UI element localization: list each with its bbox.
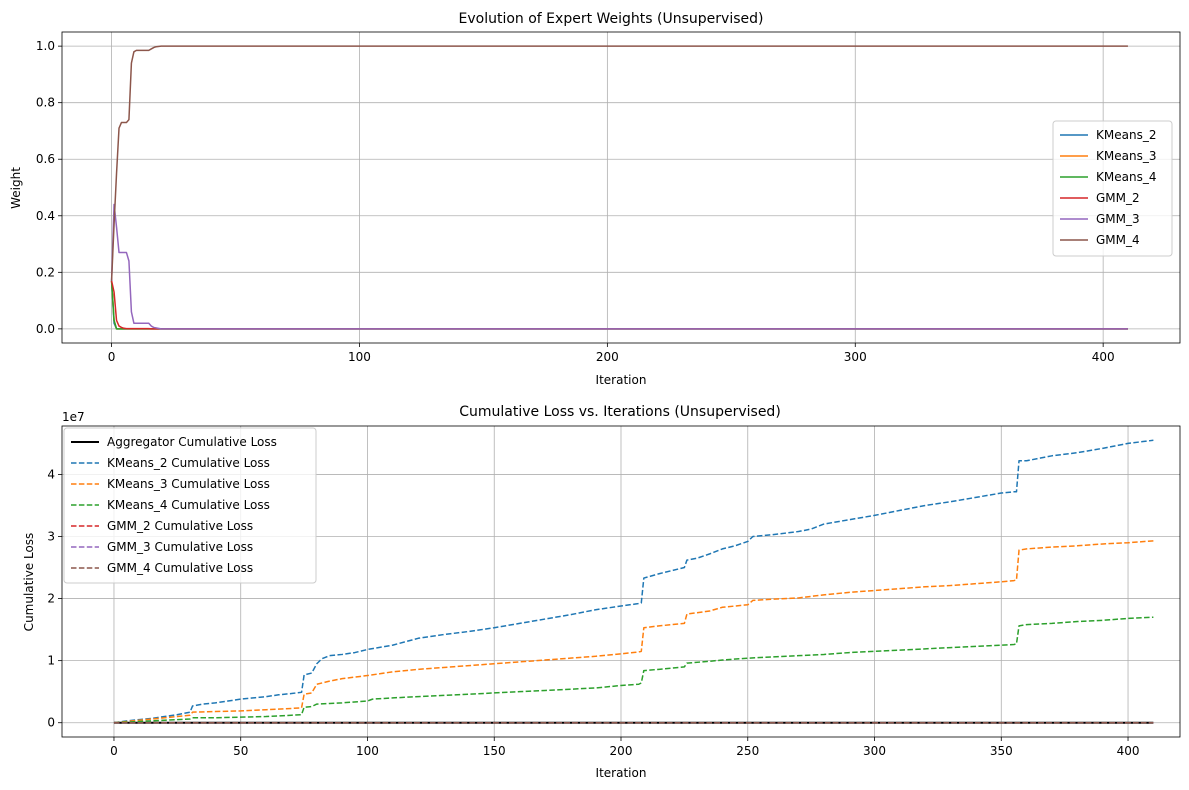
legend-label: KMeans_3 Cumulative Loss	[107, 477, 270, 491]
chart-title: Evolution of Expert Weights (Unsupervise…	[459, 11, 764, 27]
x-tick-label: 200	[596, 350, 619, 364]
series-line-gmm-4	[110, 45, 1128, 281]
x-tick-label: 100	[348, 350, 371, 364]
cumulative-loss-chart: Cumulative Loss vs. Iterations (Unsuperv…	[22, 404, 1181, 780]
x-tick-label: 300	[863, 744, 886, 758]
y-tick-label: 0.2	[36, 265, 55, 279]
x-tick-label: 0	[108, 350, 116, 364]
x-tick-label: 400	[1092, 350, 1115, 364]
legend-label: Aggregator Cumulative Loss	[107, 435, 277, 449]
series-line-gmm-3	[110, 203, 1128, 330]
x-axis-label: Iteration	[596, 373, 647, 387]
y-tick-label: 0	[47, 716, 55, 730]
legend-label: KMeans_3	[1096, 149, 1156, 163]
series-line-kmeans-4-cumulative-loss	[113, 616, 1154, 724]
plot-frame	[61, 31, 1181, 344]
series-line-gmm-2	[110, 280, 1128, 330]
offset-text: 1e7	[62, 410, 85, 424]
legend-label: GMM_2 Cumulative Loss	[107, 519, 253, 533]
y-tick-label: 0.6	[36, 152, 55, 166]
x-tick-label: 0	[110, 744, 118, 758]
y-tick-label: 1	[47, 654, 55, 668]
x-tick-label: 300	[844, 350, 867, 364]
x-tick-label: 350	[990, 744, 1013, 758]
chart-title: Cumulative Loss vs. Iterations (Unsuperv…	[459, 404, 781, 420]
legend-box	[1052, 120, 1173, 257]
legend-label: GMM_4	[1096, 233, 1140, 247]
y-axis-label: Cumulative Loss	[22, 533, 36, 632]
x-tick-label: 200	[610, 744, 633, 758]
legend-label: GMM_2	[1096, 191, 1140, 205]
legend-box	[63, 427, 317, 584]
y-tick-label: 2	[47, 592, 55, 606]
y-tick-label: 4	[47, 467, 55, 481]
y-tick-label: 0.0	[36, 322, 55, 336]
legend-label: KMeans_2	[1096, 128, 1156, 142]
legend-label: GMM_3	[1096, 212, 1140, 226]
x-tick-label: 150	[483, 744, 506, 758]
legend-label: KMeans_2 Cumulative Loss	[107, 456, 270, 470]
legend: KMeans_2 KMeans_3 KMeans_4 GMM_2 GMM_3 GMM_4	[1052, 120, 1173, 257]
x-tick-label: 50	[233, 744, 248, 758]
legend-label: KMeans_4	[1096, 170, 1156, 184]
y-tick-label: 0.4	[36, 209, 55, 223]
series-line-kmeans-3-cumulative-loss	[113, 540, 1154, 724]
y-tick-label: 0.8	[36, 96, 55, 110]
weights-chart: Evolution of Expert Weights (Unsupervise…	[9, 11, 1181, 387]
series-line-kmeans-2-cumulative-loss	[113, 439, 1154, 724]
x-tick-label: 100	[356, 744, 379, 758]
y-axis-label: Weight	[9, 167, 23, 209]
legend-label: GMM_3 Cumulative Loss	[107, 540, 253, 554]
x-axis-label: Iteration	[596, 766, 647, 780]
y-tick-label: 1.0	[36, 39, 55, 53]
x-tick-label: 400	[1117, 744, 1140, 758]
x-tick-label: 250	[736, 744, 759, 758]
y-tick-label: 3	[47, 529, 55, 543]
legend-label: KMeans_4 Cumulative Loss	[107, 498, 270, 512]
legend-label: GMM_4 Cumulative Loss	[107, 561, 253, 575]
legend: Aggregator Cumulative Loss KMeans_2 Cumul…	[63, 427, 317, 584]
